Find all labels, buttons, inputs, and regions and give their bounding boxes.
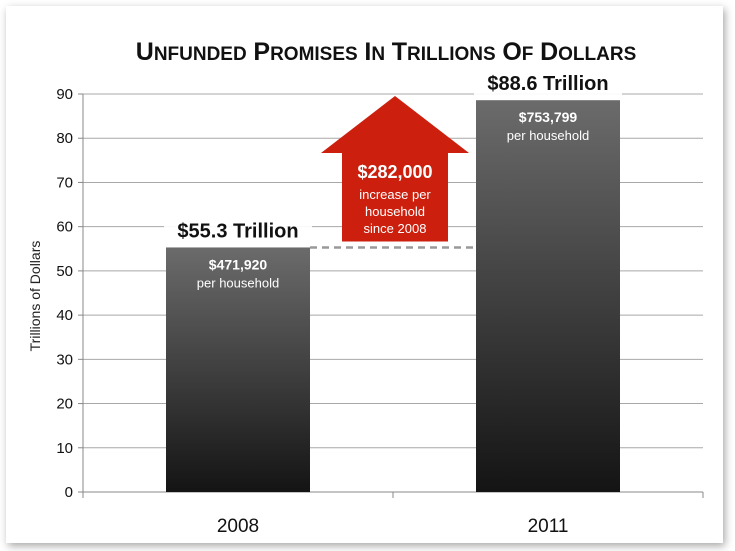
y-tick-label: 50 xyxy=(56,263,73,280)
bar-2011 xyxy=(476,100,620,493)
bar-label-box xyxy=(474,68,622,99)
bar-labels: $55.3 Trillion $471,920 per household $88.6… xyxy=(164,68,622,290)
chart-title: Unfunded Promises in Trillions of Dollar… xyxy=(136,38,637,66)
bar-2008 xyxy=(166,247,310,492)
bar-household-caption: per household xyxy=(507,128,589,143)
y-tick-label: 30 xyxy=(56,351,73,368)
bar-label-box xyxy=(164,215,312,246)
bar-household-amount: $753,799 xyxy=(519,109,578,125)
y-axis-label: Trillions of Dollars xyxy=(27,241,43,352)
bar-chart: Unfunded Promises in Trillions of Dollar… xyxy=(27,38,704,537)
bar-value-label: $55.3 Trillion xyxy=(177,220,298,242)
increase-arrow xyxy=(321,96,469,242)
y-axis-ticks: 0 10 20 30 40 50 60 70 80 90 xyxy=(56,86,703,501)
y-tick-label: 10 xyxy=(56,440,73,457)
increase-caption-line2: household xyxy=(365,204,425,219)
y-tick-label: 40 xyxy=(56,307,73,324)
y-tick-label: 0 xyxy=(65,484,73,501)
y-tick-label: 70 xyxy=(56,174,73,191)
increase-amount: $282,000 xyxy=(357,162,432,182)
bar-household-caption: per household xyxy=(197,275,279,290)
bars xyxy=(166,100,620,493)
y-tick-label: 90 xyxy=(56,86,73,103)
y-tick-label: 80 xyxy=(56,130,73,147)
increase-annotation: $282,000 increase per household since 2008 xyxy=(310,96,478,249)
increase-caption-line1: increase per xyxy=(359,187,431,202)
bar-household-amount: $471,920 xyxy=(209,256,268,272)
y-tick-label: 60 xyxy=(56,219,73,236)
x-tick-label: 2008 xyxy=(217,516,259,537)
x-tick-label: 2011 xyxy=(528,516,569,537)
x-axis-ticks: 2008 2011 xyxy=(82,492,704,537)
y-tick-label: 20 xyxy=(56,396,73,413)
bar-value-label: $88.6 Trillion xyxy=(487,73,608,95)
increase-caption-line3: since 2008 xyxy=(364,221,427,236)
chart-frame: Unfunded Promises in Trillions of Dollar… xyxy=(6,6,723,543)
